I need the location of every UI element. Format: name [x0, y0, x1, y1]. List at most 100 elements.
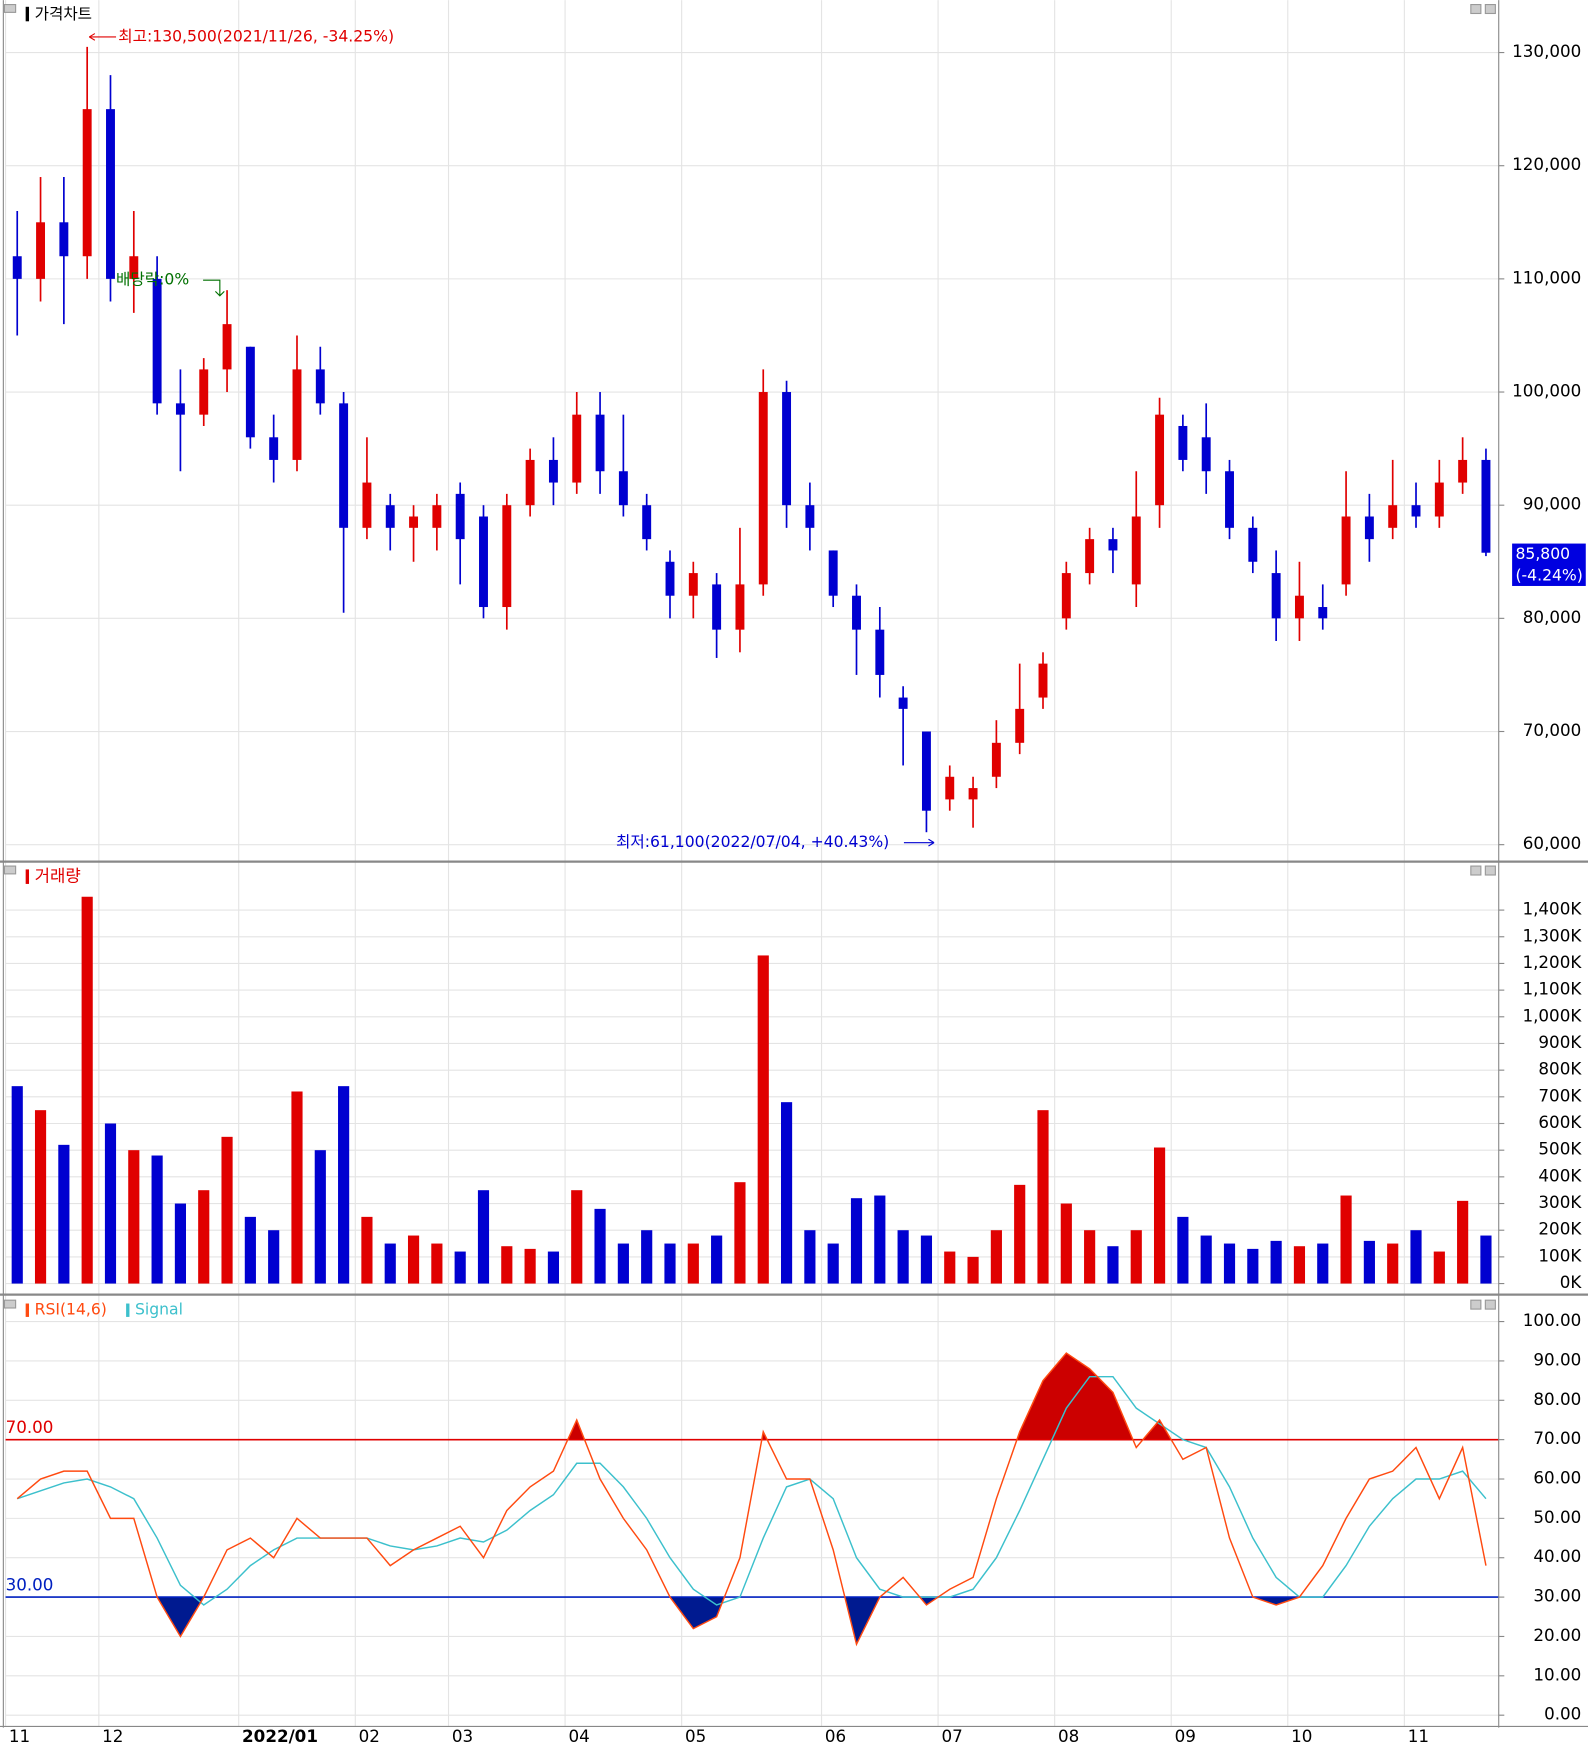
candle-body [1225, 471, 1234, 528]
y-tick-label: 500K [1538, 1139, 1582, 1159]
volume-bar [361, 1216, 373, 1284]
volume-bar [757, 955, 769, 1284]
legend-marker [25, 1303, 30, 1317]
icon [3, 865, 17, 875]
candle-body [1388, 505, 1398, 528]
x-tick-label: 04 [568, 1726, 589, 1746]
volume-bar [431, 1243, 443, 1284]
volume-bar [1177, 1216, 1189, 1284]
candle-body [432, 505, 442, 528]
candle-body [828, 550, 838, 596]
y-tick-label: 0.00 [1544, 1704, 1581, 1724]
candle-body [968, 788, 978, 800]
volume-bar [1130, 1230, 1142, 1284]
candle-body [1458, 459, 1468, 483]
y-tick-label: 1,200K [1522, 952, 1582, 972]
y-tick-label: 1,400K [1522, 899, 1582, 919]
candle-body [642, 505, 652, 540]
candle-body [1411, 505, 1421, 517]
candle-body [82, 109, 92, 257]
volume-bar [944, 1251, 956, 1284]
y-tick-label: 1,100K [1522, 979, 1582, 999]
volume-bar [1223, 1243, 1236, 1284]
y-tick-label: 100,000 [1512, 381, 1581, 401]
volume-bar [1340, 1195, 1352, 1284]
plot-layer: 11 12 2022/01 02 03 04 05 06 07 08 09 10 11 60,000 70,… [5, 41, 1583, 1746]
y-tick-label: 1,300K [1522, 925, 1582, 945]
y-tick-label: 80.00 [1533, 1389, 1581, 1409]
y-tick-label: 600K [1538, 1112, 1582, 1132]
candle-body [1038, 663, 1048, 698]
y-tick-label: 60.00 [1533, 1468, 1581, 1488]
volume-bar [734, 1182, 746, 1284]
x-tick-label: 03 [452, 1726, 473, 1746]
volume-bar [104, 1123, 117, 1284]
panel-title: 거래량 [35, 866, 81, 886]
candle-body [758, 392, 768, 585]
y-tick-label: 70.00 [1533, 1428, 1581, 1448]
y-tick-label: 200K [1538, 1219, 1582, 1239]
icon [1470, 865, 1482, 876]
volume-bar [827, 1243, 839, 1284]
volume-bar [1410, 1230, 1422, 1284]
legend-marker [126, 1303, 130, 1317]
y-tick-label: 120,000 [1512, 154, 1581, 174]
legend-entry: Signal [135, 1301, 183, 1319]
y-tick-label: 0K [1560, 1272, 1583, 1292]
reference-label: 70.00 [6, 1417, 54, 1437]
volume-bar [1270, 1240, 1282, 1284]
candle-body [548, 459, 558, 483]
icon [1484, 1299, 1496, 1310]
series-line [16, 1352, 1487, 1647]
volume-bar [571, 1190, 583, 1284]
candle-body [129, 256, 139, 279]
series-line [17, 1375, 1487, 1606]
y-tick-label: 300K [1538, 1192, 1582, 1212]
volume-bar [501, 1246, 513, 1284]
volume-bar [1433, 1251, 1445, 1284]
candle-body [245, 346, 255, 438]
candle-body [1318, 607, 1328, 619]
volume-bar [967, 1256, 979, 1284]
candle-body [1155, 414, 1165, 506]
volume-bar [454, 1251, 466, 1284]
annotation-arrowhead [88, 33, 96, 41]
icon [1484, 865, 1496, 876]
volume-bar [874, 1195, 886, 1284]
candle-body [1201, 437, 1211, 472]
y-tick-label: 100K [1538, 1245, 1582, 1265]
y-tick-label: 20.00 [1533, 1625, 1581, 1645]
candle-body [222, 324, 232, 370]
volume-bar [711, 1235, 723, 1284]
candle-body [199, 369, 209, 415]
candle-body [12, 256, 22, 279]
volume-bar [268, 1230, 280, 1284]
volume-bar [291, 1091, 303, 1284]
volume-bar [664, 1243, 676, 1284]
volume-bar [1317, 1243, 1329, 1284]
y-tick-label: 700K [1538, 1085, 1582, 1105]
x-tick-label: 12 [102, 1726, 123, 1746]
candle-body [269, 437, 279, 460]
candle-body [455, 493, 465, 540]
volume-bar [1293, 1246, 1306, 1284]
volume-bar [151, 1155, 163, 1284]
volume-bar [1153, 1147, 1166, 1284]
last-price-box [1512, 543, 1586, 586]
volume-bar [594, 1208, 606, 1284]
candle-body [502, 505, 512, 608]
candle-body [1364, 516, 1374, 540]
icon [3, 3, 17, 13]
candle-body [735, 584, 745, 630]
candle-body [898, 697, 908, 709]
candle-body [665, 561, 675, 596]
volume-bar [384, 1243, 396, 1284]
candle-body [1015, 708, 1025, 743]
volume-bar [804, 1230, 816, 1284]
title-marker [25, 6, 30, 22]
icon [1470, 1299, 1482, 1310]
x-tick-label: 07 [941, 1726, 962, 1746]
candle-body [805, 505, 815, 528]
volume-bar [780, 1102, 793, 1284]
